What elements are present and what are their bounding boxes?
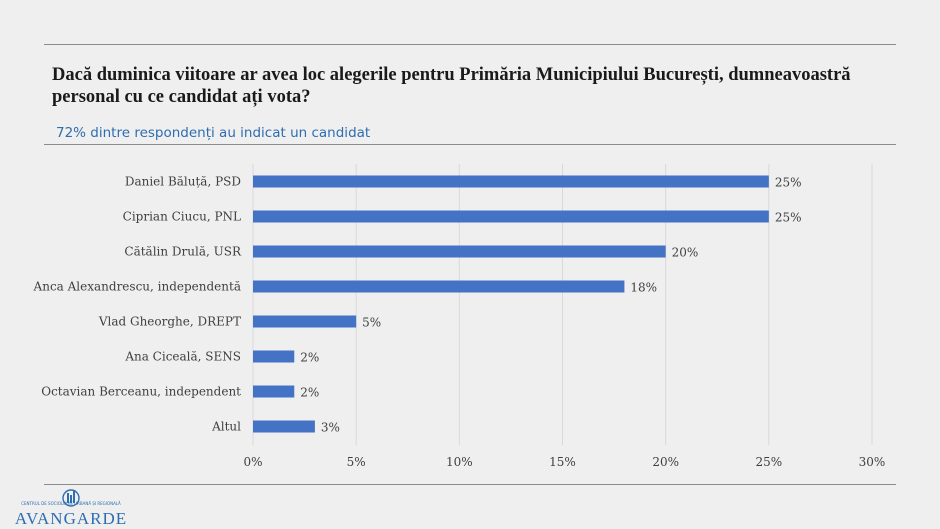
bar — [253, 175, 769, 188]
category-label: Ana Ciceală, SENS — [124, 350, 241, 364]
middle-rule — [44, 144, 896, 145]
data-label: 2% — [300, 351, 319, 365]
data-label: 18% — [630, 281, 657, 295]
data-label: 5% — [362, 316, 381, 330]
x-tick-label: 5% — [347, 455, 366, 469]
data-label: 3% — [321, 421, 340, 435]
avangarde-logo: CENTRUL DE SOCIOLOGIE URBANĂ ȘI REGIONAL… — [10, 486, 132, 529]
data-label: 20% — [672, 246, 699, 260]
bar — [253, 280, 625, 293]
data-label: 2% — [300, 386, 319, 400]
page-subtitle: 72% dintre respondenți au indicat un can… — [56, 125, 371, 141]
bar — [253, 385, 295, 398]
bar — [253, 315, 357, 328]
category-label: Ciprian Ciucu, PNL — [123, 210, 241, 224]
x-tick-label: 25% — [755, 455, 782, 469]
logo-name: AVANGARDE — [14, 509, 128, 528]
x-tick-label: 15% — [549, 455, 576, 469]
logo-tagline: CENTRUL DE SOCIOLOGIE URBANĂ ȘI REGIONAL… — [21, 501, 121, 506]
data-label: 25% — [775, 176, 802, 190]
bars — [253, 175, 769, 433]
labels: 0% 5% 10% 15% 20% 25% 30% Daniel Băluță, PSD 25%… — [33, 175, 886, 470]
category-label: Octavian Berceanu, independent — [41, 385, 241, 399]
x-tick-label: 10% — [446, 455, 473, 469]
gridlines — [252, 164, 873, 445]
data-label: 25% — [775, 211, 802, 225]
bottom-rule — [44, 484, 896, 485]
page-title: Dacă duminica viitoare ar avea loc alege… — [52, 65, 851, 107]
bar — [253, 210, 769, 223]
bar — [253, 350, 295, 363]
top-rule — [44, 44, 896, 45]
category-label: Cătălin Drulă, USR — [124, 245, 242, 259]
category-label: Altul — [211, 420, 241, 434]
category-label: Vlad Gheorghe, DREPT — [98, 315, 241, 329]
category-label: Daniel Băluță, PSD — [125, 175, 241, 189]
category-label: Anca Alexandrescu, independentă — [33, 280, 241, 294]
x-tick-label: 20% — [652, 455, 679, 469]
avangarde-logo-icon — [62, 489, 80, 507]
bar — [253, 420, 315, 433]
x-tick-label: 30% — [859, 455, 886, 469]
bar — [253, 245, 666, 258]
x-tick-label: 0% — [243, 455, 262, 469]
